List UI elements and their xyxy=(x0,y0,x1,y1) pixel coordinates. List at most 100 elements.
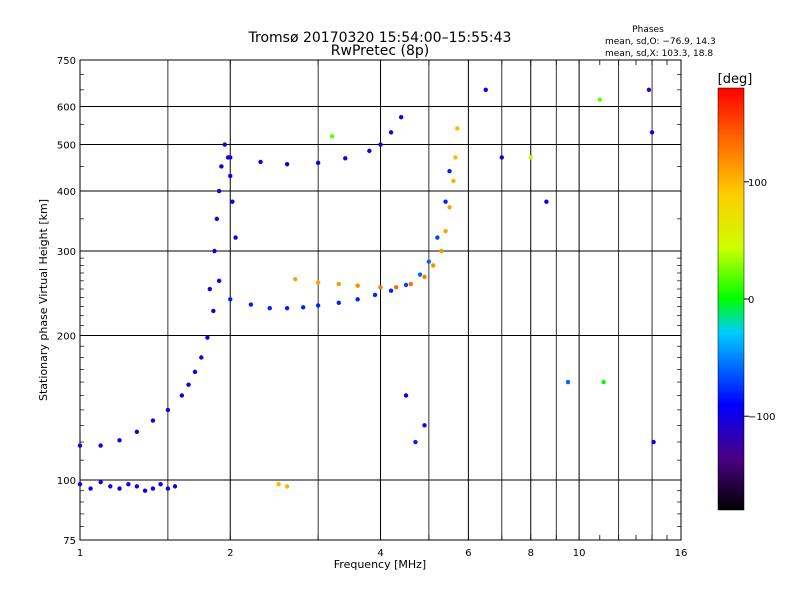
echo-point xyxy=(179,393,185,398)
echo-point xyxy=(601,379,606,385)
echo-point xyxy=(284,161,290,167)
echo-point xyxy=(300,305,306,310)
echo-point xyxy=(378,142,383,147)
echo-point xyxy=(228,155,233,160)
echo-point xyxy=(98,443,103,448)
echo-point xyxy=(453,155,458,160)
echo-point xyxy=(367,148,372,154)
echo-point xyxy=(544,199,549,204)
echo-point xyxy=(172,484,178,489)
echo-point xyxy=(393,285,399,290)
colorbar-tick-label: 0 xyxy=(748,295,754,306)
echo-point xyxy=(186,382,191,387)
x-tick-label: 2 xyxy=(227,548,233,559)
echo-point xyxy=(343,156,348,161)
colorbar-ticks: 100 0 −100 xyxy=(744,178,775,423)
y-tick-label: 600 xyxy=(57,103,76,114)
x-axis-label: Frequency [MHz] xyxy=(334,558,426,571)
echo-point xyxy=(413,439,418,445)
echo-point xyxy=(150,418,156,423)
echo-point xyxy=(447,205,452,210)
echo-point xyxy=(293,277,298,282)
echo-point xyxy=(211,308,216,314)
echo-point xyxy=(219,164,224,169)
colorbar-tick-label: 100 xyxy=(748,178,767,189)
echo-point xyxy=(426,259,432,264)
echo-point xyxy=(355,297,360,302)
echo-point xyxy=(597,97,602,102)
y-tick-label: 750 xyxy=(57,56,76,67)
echo-point xyxy=(315,160,321,166)
echo-point xyxy=(483,87,488,93)
echo-point xyxy=(212,248,217,254)
echo-point xyxy=(228,297,233,302)
echo-point xyxy=(651,439,656,445)
chart-subtitle: RwPretec (8p) xyxy=(331,43,429,59)
phase-stats: Phases mean, sd,O: −76.9, 14.3 mean, sd,… xyxy=(605,25,716,59)
echo-point xyxy=(284,306,290,311)
echo-point xyxy=(199,355,204,360)
echo-point xyxy=(258,159,263,165)
echo-point xyxy=(165,486,171,491)
echo-point xyxy=(336,281,342,287)
echo-point xyxy=(422,423,427,428)
y-tick-label: 200 xyxy=(57,332,76,343)
echo-point xyxy=(408,281,413,287)
echo-point xyxy=(329,134,335,139)
echo-point xyxy=(451,178,456,184)
echo-point xyxy=(403,282,409,288)
echo-point xyxy=(565,379,571,385)
echo-point xyxy=(430,263,436,268)
chart-title: Tromsø 20170320 15:54:00–15:55:43 xyxy=(248,30,512,46)
echo-point xyxy=(134,429,140,435)
plot-area: 1 2 4 6 8 10 16 75 100 200 300 400 500 600 750 xyxy=(57,56,687,559)
echo-point xyxy=(98,479,103,485)
echo-point xyxy=(77,443,83,448)
echo-point xyxy=(165,407,171,413)
y-axis-label: Stationary phase Virtual Height [km] xyxy=(37,199,50,401)
echo-point xyxy=(422,274,427,280)
echo-point xyxy=(398,115,404,120)
y-tick-label: 75 xyxy=(63,536,76,547)
colorbar: [deg] 100 0 −100 xyxy=(717,72,775,511)
x-tick-label: 1 xyxy=(77,548,83,559)
phase-stats-x-mode: mean, sd,X: 103.3, 18.8 xyxy=(605,49,713,59)
echo-point xyxy=(214,216,220,222)
echo-point xyxy=(230,199,235,204)
y-tick-label: 300 xyxy=(57,247,76,258)
echo-point xyxy=(315,280,321,285)
echo-point xyxy=(108,484,113,489)
echo-point xyxy=(233,235,238,240)
x-tick-label: 10 xyxy=(573,548,586,559)
echo-point xyxy=(388,130,394,135)
echo-point xyxy=(443,228,448,234)
x-tick-label: 6 xyxy=(465,548,471,559)
echo-point xyxy=(336,300,342,306)
echo-point xyxy=(142,488,148,493)
echo-point xyxy=(88,486,93,491)
echo-point xyxy=(417,272,423,277)
echo-point xyxy=(649,130,655,135)
x-tick-label: 4 xyxy=(377,548,383,559)
y-tick-labels: 75 100 200 300 400 500 600 750 xyxy=(57,56,76,547)
echo-point xyxy=(192,369,198,375)
echo-point xyxy=(222,142,227,147)
echo-point xyxy=(77,482,83,487)
echo-point xyxy=(499,155,505,160)
y-tick-label: 500 xyxy=(57,141,76,152)
x-tick-label: 8 xyxy=(528,548,534,559)
echo-point xyxy=(216,278,222,284)
grid-lines xyxy=(80,60,681,540)
echo-point xyxy=(447,168,452,174)
phase-stats-title: Phases xyxy=(632,25,664,35)
colorbar-label: [deg] xyxy=(718,72,753,87)
axis-ticks xyxy=(79,59,682,540)
echo-point xyxy=(205,335,210,340)
y-tick-label: 400 xyxy=(57,187,76,198)
phase-stats-o-mode: mean, sd,O: −76.9, 14.3 xyxy=(605,37,716,47)
echo-point xyxy=(150,486,156,491)
x-tick-label: 16 xyxy=(675,548,688,559)
echo-point xyxy=(355,283,360,288)
colorbar-gradient xyxy=(717,87,745,511)
y-tick-label: 100 xyxy=(57,476,76,487)
